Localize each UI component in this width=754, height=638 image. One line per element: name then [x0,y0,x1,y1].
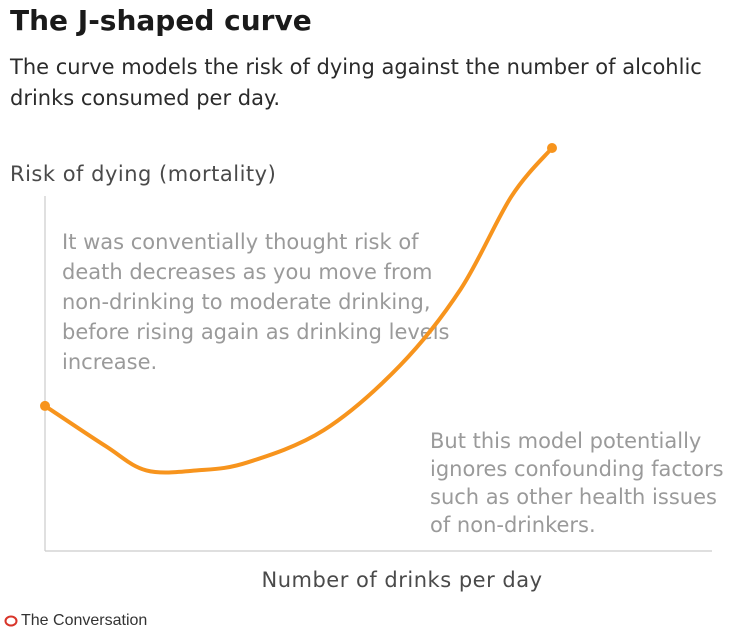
mortality-curve-line [43,146,554,475]
conversation-logo-icon [4,615,18,627]
chart-subtitle: The curve models the risk of dying again… [10,55,702,110]
chart-title: The J-shaped curve [10,4,312,37]
source-name: The Conversation [21,612,148,629]
source-credit: The Conversation [4,612,147,630]
annotation-conventional-view: It was conventially thought risk of deat… [62,230,456,374]
chart: Risk of dying (mortality) It was convent… [10,143,730,592]
curve-end-point [547,143,557,153]
curve-start-point [40,400,50,411]
annotation-confounding-factors: But this model potentially ignores confo… [430,429,730,537]
x-axis-label: Number of drinks per day [261,568,542,592]
y-axis-label: Risk of dying (mortality) [10,162,276,186]
